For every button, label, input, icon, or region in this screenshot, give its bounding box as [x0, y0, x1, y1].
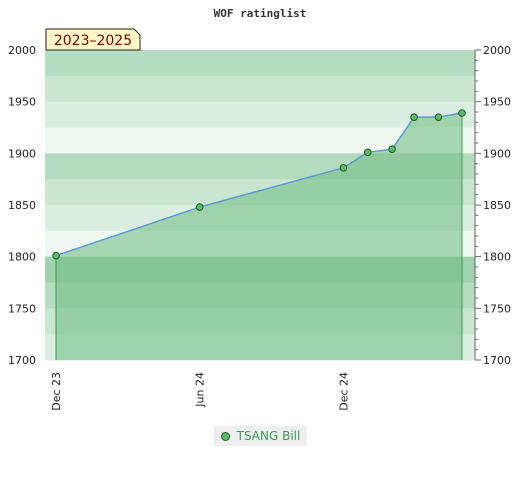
period-badge-text: 2023–2025 [54, 33, 132, 49]
y-tick-label-left: 1950 [8, 96, 36, 109]
period-badge: 2023–2025 [45, 28, 141, 51]
y-tick-label-left: 1800 [8, 251, 36, 264]
data-point[interactable] [434, 113, 443, 121]
y-tick-label-left: 1700 [8, 354, 36, 367]
data-point[interactable] [388, 145, 396, 153]
x-tick-label: Jun 24 [194, 372, 207, 408]
area-fill [56, 113, 462, 361]
data-point[interactable] [458, 109, 466, 117]
y-tick-label-left: 1750 [8, 302, 36, 315]
data-point[interactable] [363, 148, 372, 157]
data-points [52, 109, 466, 260]
data-point[interactable] [339, 164, 348, 172]
legend[interactable]: TSANG Bill [214, 426, 307, 446]
y-tick-label-left: 1850 [8, 199, 36, 212]
series-line [55, 112, 463, 257]
y-tick-label-right: 2000 [483, 44, 511, 57]
data-point[interactable] [195, 203, 204, 211]
data-point[interactable] [410, 113, 418, 121]
y-tick-label-right: 1850 [483, 199, 511, 212]
y-tick-label-right: 1750 [483, 302, 511, 315]
x-axis: Dec 23 Jun 24 Dec 24 [50, 372, 350, 411]
y-axis-right: 1700 1750 1800 1850 1900 1950 2000 [474, 44, 511, 367]
y-tick-label-right: 1950 [483, 96, 511, 109]
x-tick-label: Dec 24 [337, 372, 350, 411]
y-axis-left: 1700 1750 1800 1850 1900 1950 2000 [8, 44, 36, 367]
data-point[interactable] [52, 251, 60, 260]
background-band [45, 75, 475, 103]
y-tick-label-left: 2000 [8, 44, 36, 57]
y-tick-label-left: 1900 [8, 147, 36, 160]
y-tick-label-right: 1700 [483, 354, 511, 367]
chart-title: WOF ratinglist [214, 7, 307, 20]
background-band [45, 50, 475, 77]
y-tick-label-right: 1900 [483, 147, 511, 160]
legend-label: TSANG Bill [236, 429, 301, 443]
y-tick-label-right: 1800 [483, 251, 511, 264]
rating-area [55, 112, 463, 361]
x-tick-label: Dec 23 [50, 372, 63, 411]
background-band [45, 101, 475, 128]
legend-marker-icon [220, 431, 230, 441]
